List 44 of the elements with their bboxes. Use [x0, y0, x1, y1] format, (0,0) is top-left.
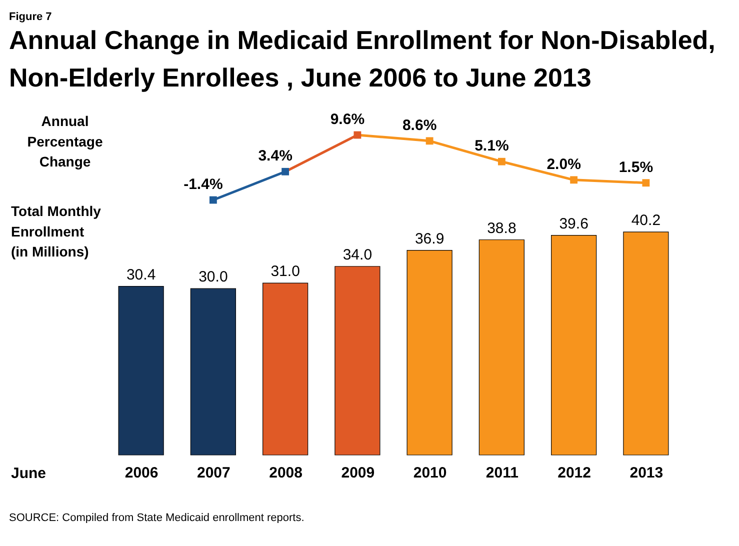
- data-label: 40.2: [631, 212, 661, 229]
- bar: [623, 232, 669, 456]
- data-label: 38.8: [487, 220, 516, 237]
- chart-title: Annual Change in Medicaid Enrollment for Non-Disabled, Non-Elderly Enrollees , June 2006 to June 2013: [9, 25, 716, 93]
- bar: [334, 266, 380, 456]
- data-label: 34.0: [342, 246, 372, 264]
- x-tick-label: 2007: [197, 464, 230, 482]
- data-label: 2.0%: [546, 156, 581, 173]
- data-label: 3.4%: [258, 148, 292, 165]
- data-label: 39.6: [559, 215, 588, 232]
- data-label: 30.0: [198, 268, 228, 286]
- caption: Figure 7: [9, 11, 52, 23]
- point: [354, 131, 362, 139]
- x-tick-label: 2012: [558, 464, 591, 482]
- bar: [478, 239, 524, 456]
- x-tick-label: 2013: [630, 464, 664, 482]
- point: [282, 168, 290, 176]
- data-label: 36.9: [414, 230, 444, 248]
- bar: [262, 282, 308, 456]
- point: [642, 179, 650, 187]
- data-label: -1.4%: [184, 176, 223, 193]
- x-tick-label: 2011: [486, 464, 518, 482]
- point: [570, 176, 578, 184]
- point: [498, 158, 506, 166]
- x-tick-label: 2008: [269, 464, 302, 482]
- data-label: 8.6%: [402, 116, 437, 134]
- x-axis-title: June: [11, 465, 46, 482]
- x-tick-label: 2006: [124, 464, 158, 482]
- y-axis-title: Total Monthly Enrollment (in Millions): [11, 203, 102, 260]
- data-label: 30.4: [126, 266, 156, 284]
- data-label: 1.5%: [618, 158, 654, 176]
- x-tick-label: 2009: [341, 464, 375, 482]
- bar: [118, 286, 164, 456]
- data-label: 31.0: [270, 263, 300, 280]
- point: [426, 137, 434, 145]
- x-tick-label: 2010: [413, 464, 447, 482]
- source-note: SOURCE: Compiled from State Medicaid enrollment reports.: [9, 512, 304, 524]
- bar: [551, 235, 597, 456]
- y-axis-title: Annual Percentage Change: [27, 113, 103, 170]
- data-label: 9.6%: [330, 111, 365, 128]
- bar: [406, 250, 452, 456]
- data-label: 5.1%: [474, 138, 509, 155]
- point: [209, 196, 217, 204]
- bar: [190, 288, 236, 456]
